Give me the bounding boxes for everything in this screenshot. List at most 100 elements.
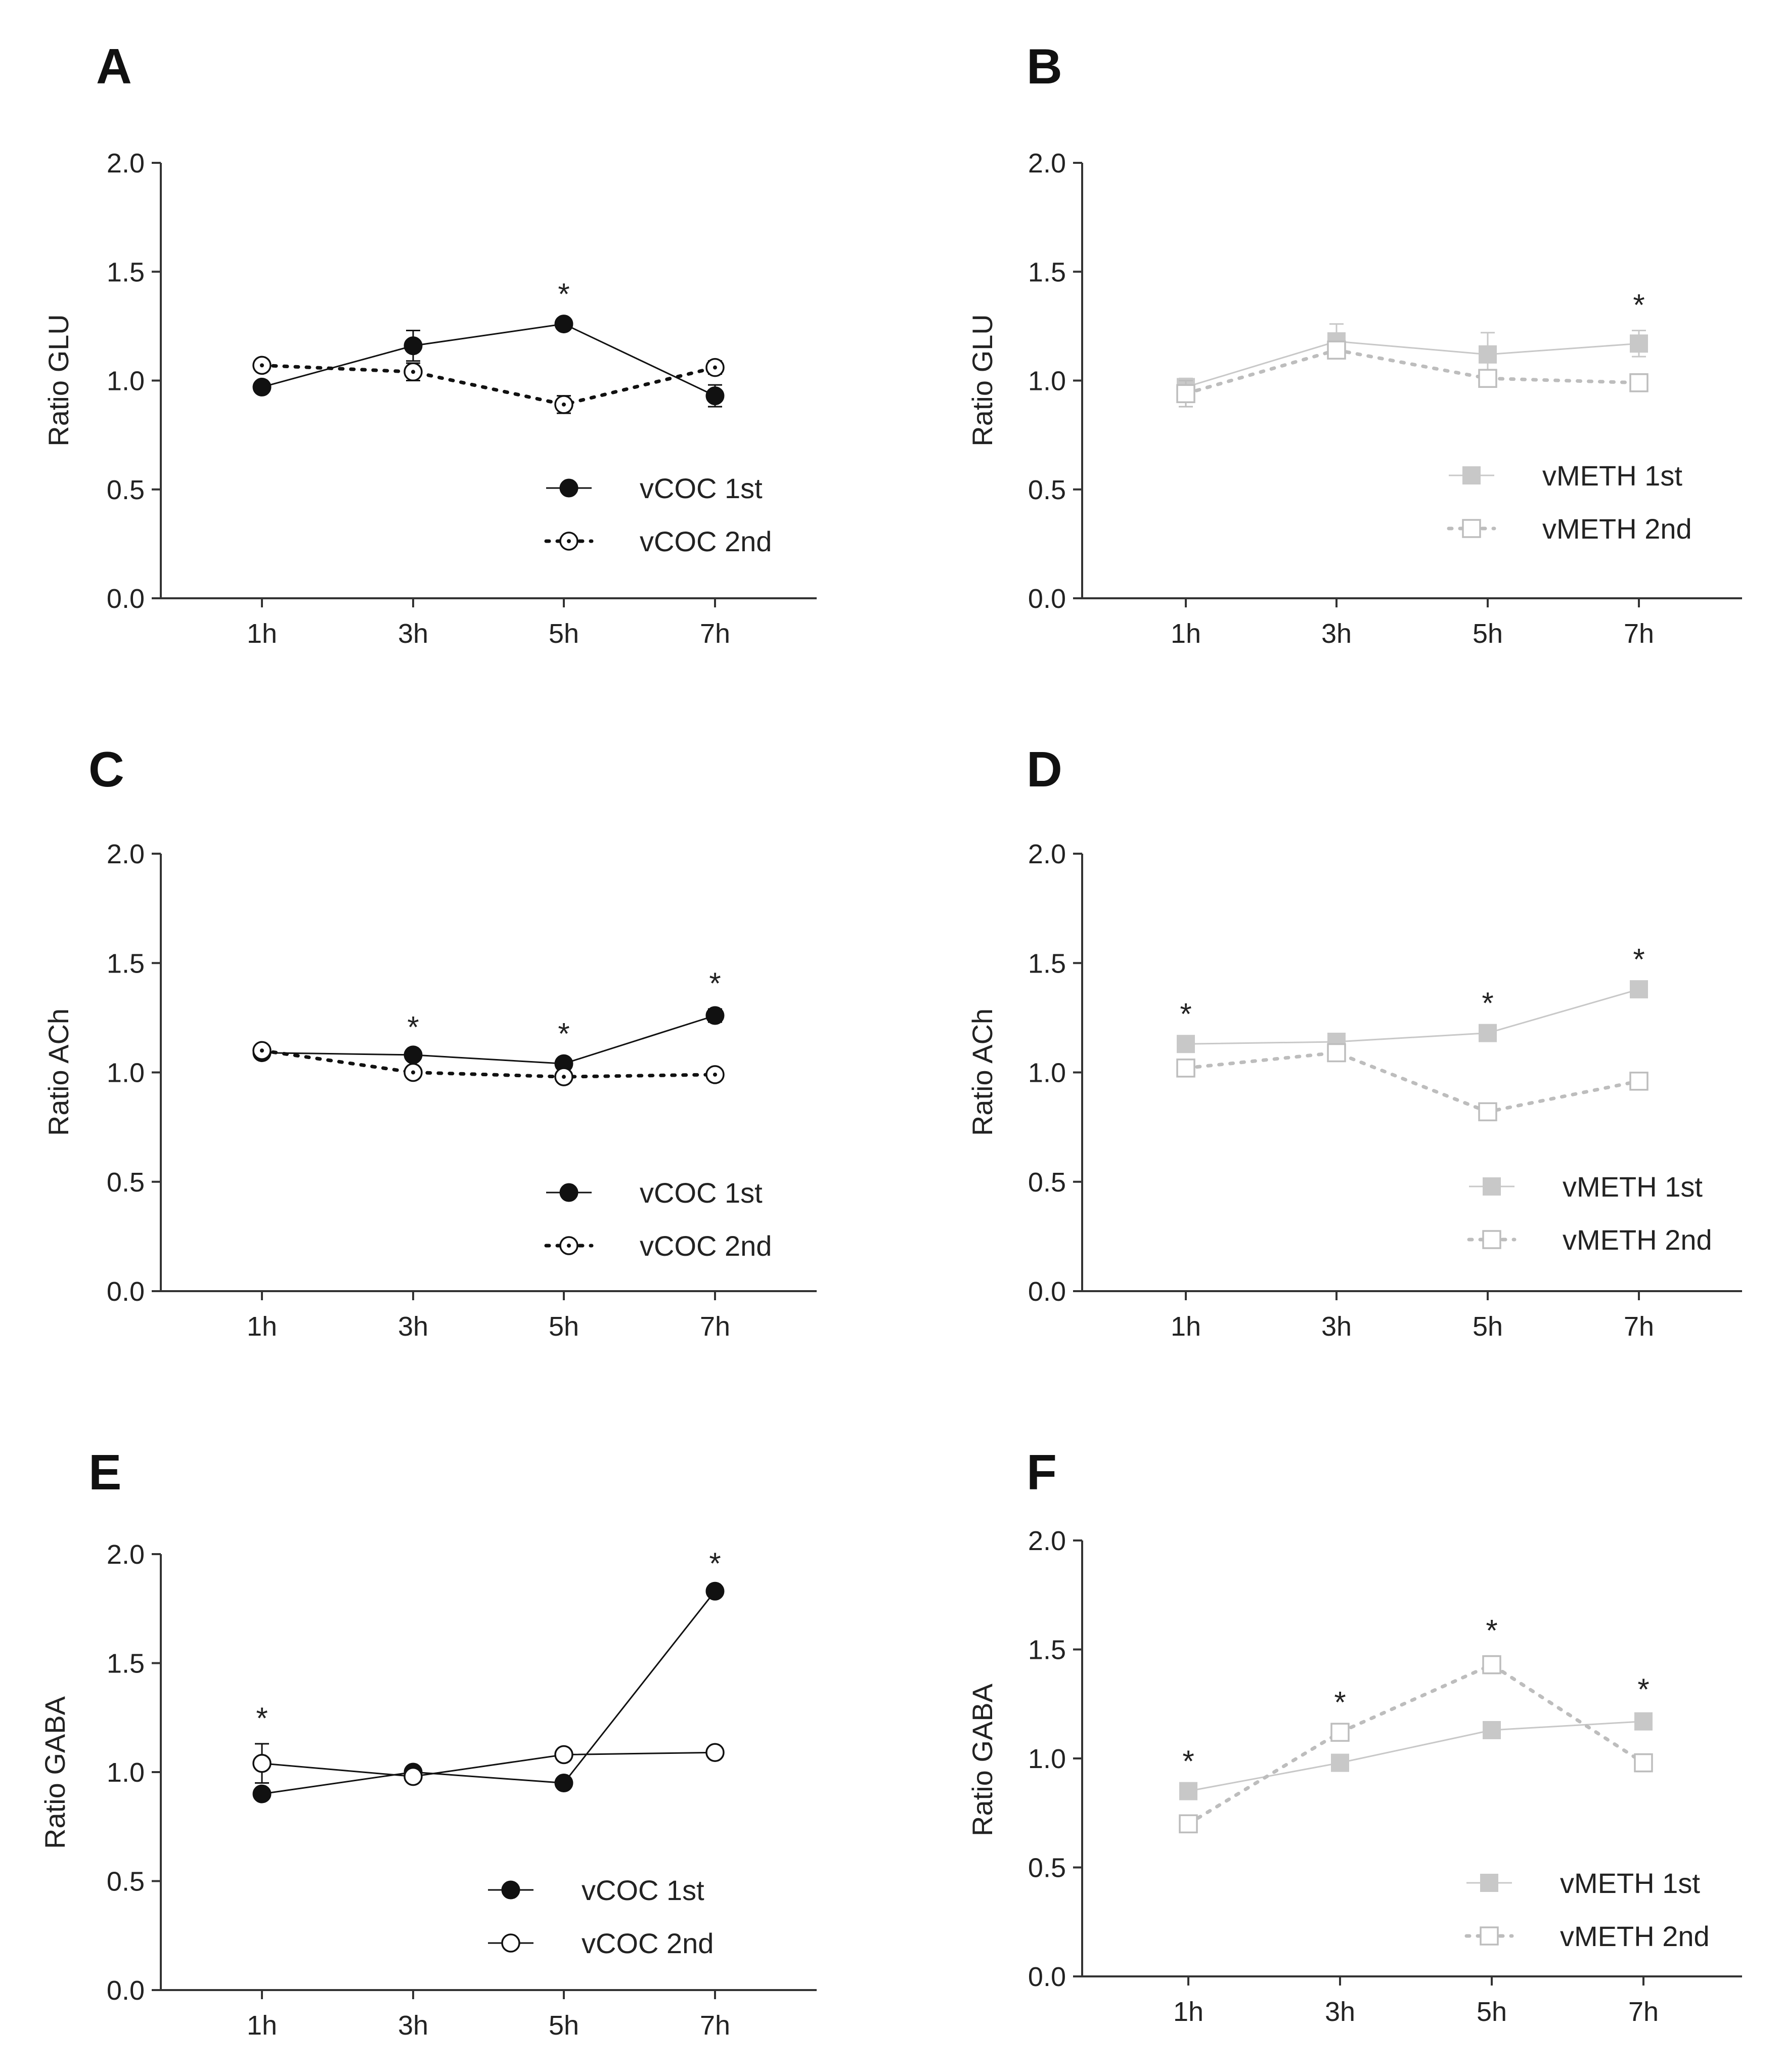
significance-star: * (1182, 1744, 1194, 1778)
legend: vMETH 1st vMETH 2nd (1464, 1867, 1710, 1952)
data-point (705, 1065, 725, 1084)
data-point (252, 1041, 272, 1060)
x-tick-label: 1h (1173, 1997, 1204, 2027)
series-1 (252, 1006, 725, 1073)
y-tick-label: 1.0 (1028, 366, 1066, 396)
panel-letter: C (88, 741, 124, 797)
y-tick-label: 1.5 (1028, 1635, 1066, 1665)
data-point (1629, 1072, 1649, 1091)
y-tick-label: 0.5 (107, 475, 145, 505)
legend-label: vCOC 1st (582, 1874, 704, 1906)
data-point (1478, 1102, 1497, 1122)
x-tick-label: 7h (700, 1311, 730, 1342)
legend-label: vMETH 2nd (1542, 513, 1692, 545)
significance-star: * (1633, 943, 1644, 977)
marker-dot (567, 539, 571, 543)
legend-marker (1462, 466, 1481, 484)
legend-marker (1480, 1874, 1498, 1892)
data-point (554, 315, 573, 334)
data-point (1179, 1782, 1197, 1800)
series-line (1186, 1662, 1645, 1826)
x-tick-label: 1h (1171, 619, 1201, 649)
series-line (261, 323, 716, 396)
data-point (252, 377, 272, 396)
data-point (1176, 1059, 1195, 1078)
y-tick-label: 1.0 (1028, 1058, 1066, 1088)
x-tick-label: 5h (549, 1311, 579, 1342)
series-line (260, 1048, 717, 1079)
data-point (252, 356, 272, 375)
y-axis-title: Ratio GABA (966, 1683, 998, 1836)
legend-item: vMETH 1st (1469, 1171, 1703, 1203)
y-axis-title: Ratio ACh (42, 1008, 74, 1136)
data-point (252, 1784, 272, 1803)
legend-label: vCOC 2nd (582, 1927, 714, 1959)
panel-letter: D (1027, 741, 1062, 797)
data-point (1629, 373, 1649, 392)
y-tick-label: 0.0 (107, 584, 145, 614)
x-tick-label: 3h (1321, 619, 1352, 649)
data-point (1630, 980, 1648, 999)
legend: vCOC 1st vCOC 2nd (544, 472, 772, 557)
legend-item: vCOC 1st (546, 1177, 763, 1209)
significance-star: * (256, 1701, 268, 1735)
data-point (1482, 1655, 1501, 1674)
significance-star: * (1482, 986, 1493, 1020)
y-tick-label: 0.0 (107, 1975, 145, 2006)
series-2 (1176, 340, 1649, 408)
series-1 (252, 315, 725, 408)
marker-dot (713, 365, 717, 370)
legend-label: vMETH 1st (1542, 460, 1682, 492)
series-line (260, 363, 717, 407)
series-2 (252, 1041, 725, 1086)
legend: vMETH 1st vMETH 2nd (1447, 460, 1692, 545)
panel-letter: F (1027, 1444, 1057, 1500)
marker-dot (562, 1075, 566, 1079)
y-tick-label: 1.0 (1028, 1744, 1066, 1774)
legend-item: vCOC 2nd (488, 1927, 714, 1959)
x-tick-label: 5h (1473, 619, 1503, 649)
significance-star: * (1633, 288, 1644, 322)
series-line (1185, 988, 1639, 1045)
panel-d: D 0.0 0.5 1.0 1.5 2.0 1h 3h 5h 7h Ratio ACh * * * vMET… (966, 741, 1742, 1342)
data-point (705, 358, 725, 377)
panel-letter: E (88, 1444, 121, 1500)
data-point (252, 1754, 272, 1773)
legend-label: vCOC 1st (640, 472, 763, 504)
data-point (1179, 1814, 1198, 1834)
panel-f: F 0.0 0.5 1.0 1.5 2.0 1h 3h 5h 7h Ratio GABA * * * * vM… (966, 1444, 1742, 2027)
data-point (705, 1581, 725, 1601)
marker-dot (411, 1070, 415, 1075)
x-tick-label: 1h (247, 619, 277, 649)
significance-star: * (558, 1017, 569, 1051)
y-tick-label: 0.5 (107, 1867, 145, 1897)
panel-b: B 0.0 0.5 1.0 1.5 2.0 1h 3h 5h 7h Ratio GLU * vMETH … (966, 38, 1742, 649)
legend: vCOC 1st vCOC 2nd (544, 1177, 772, 1262)
series-1 (1179, 1712, 1653, 1800)
y-tick-label: 1.0 (107, 366, 145, 396)
legend-marker (501, 1880, 520, 1900)
data-point (1479, 345, 1497, 364)
legend-label: vCOC 1st (640, 1177, 763, 1209)
x-tick-label: 5h (1473, 1311, 1503, 1342)
x-tick-label: 5h (549, 2010, 579, 2041)
legend-label: vMETH 2nd (1563, 1224, 1712, 1256)
y-tick-label: 1.5 (107, 257, 145, 287)
y-tick-label: 1.0 (107, 1757, 145, 1788)
legend-marker (559, 1236, 578, 1255)
data-point (1177, 1035, 1195, 1053)
data-point (404, 1063, 423, 1082)
y-tick-label: 0.5 (107, 1167, 145, 1198)
y-tick-label: 1.5 (107, 948, 145, 979)
significance-star: * (1486, 1613, 1497, 1647)
y-tick-label: 0.5 (1028, 1853, 1066, 1883)
legend-marker (559, 1183, 578, 1202)
series-line (261, 1591, 716, 1795)
y-tick-label: 0.0 (1028, 584, 1066, 614)
panel-a: A 0.0 0.5 1.0 1.5 2.0 1h 3h 5h 7h Ratio GLU * vCOC 1… (42, 38, 817, 649)
data-point (1634, 1712, 1653, 1731)
legend-marker (1480, 1926, 1499, 1946)
legend-marker (1462, 519, 1481, 538)
x-tick-label: 7h (1624, 619, 1654, 649)
